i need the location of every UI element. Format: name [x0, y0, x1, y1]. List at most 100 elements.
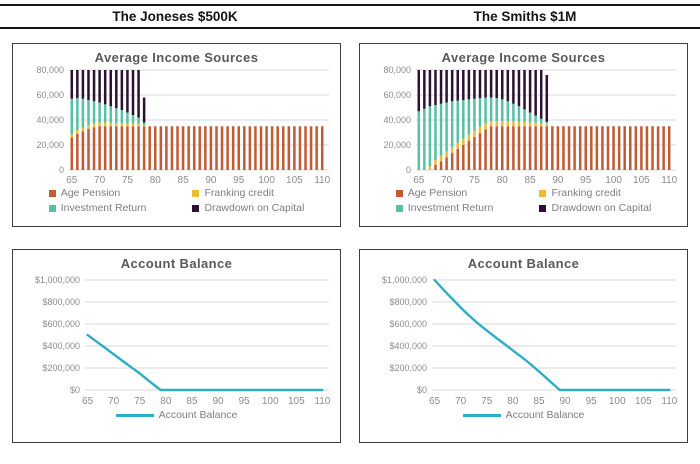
income-legend-smiths: Age Pension Franking credit Investment Ret… [364, 187, 683, 214]
svg-text:$200,000: $200,000 [42, 363, 80, 373]
legend-item-age-pension: Age Pension [48, 187, 147, 199]
investment-return-swatch-icon [395, 204, 403, 212]
legend-item-drawdown-on-capital: Drawdown on Capital [539, 202, 651, 214]
legend-item-franking-credit: Franking credit [539, 187, 651, 199]
svg-text:95: 95 [585, 396, 597, 407]
svg-text:$600,000: $600,000 [389, 319, 427, 329]
svg-text:70: 70 [94, 175, 106, 186]
chart-title-joneses-income: Average Income Sources [94, 50, 259, 65]
legend-label: Investment Return [407, 202, 494, 214]
income-chart-joneses: 0 20,000 40,000 60,000 80,000 65 70 75 80 85 90 95 1… [17, 66, 336, 186]
account-balance-line-icon [115, 413, 154, 417]
svg-text:70: 70 [455, 396, 467, 407]
svg-text:85: 85 [177, 175, 189, 186]
svg-text:40,000: 40,000 [383, 115, 411, 125]
chart-title-smiths-balance: Account Balance [467, 256, 580, 271]
panel-smiths-income: Average Income Sources 0 20,000 40,000 60,0… [359, 43, 688, 227]
svg-text:$200,000: $200,000 [389, 363, 427, 373]
svg-text:60,000: 60,000 [383, 90, 411, 100]
svg-text:75: 75 [134, 396, 146, 407]
smiths-balance-svg: $0 $200,000 $400,000 $600,000 $800,000 $1,000… [381, 275, 677, 407]
balance-legend-smiths: Account Balance [364, 409, 683, 421]
legend-item-drawdown-on-capital: Drawdown on Capital [192, 202, 304, 214]
svg-text:90: 90 [552, 175, 564, 186]
scenario-title-smiths: The Smiths $1M [473, 9, 577, 24]
svg-text:70: 70 [108, 396, 120, 407]
smiths-income-svg: 0 20,000 40,000 60,000 80,000 65 70 75 80 85 90 95 1… [383, 66, 677, 186]
franking-credit-swatch-icon [192, 189, 200, 197]
charts-grid: Average Income Sources 0 20,000 40,000 60,0… [12, 43, 688, 443]
legend-item-account-balance: Account Balance [462, 409, 585, 421]
svg-text:80: 80 [507, 396, 519, 407]
svg-text:95: 95 [580, 175, 592, 186]
svg-text:75: 75 [481, 396, 493, 407]
svg-text:$1,000,000: $1,000,000 [34, 275, 79, 285]
svg-text:65: 65 [82, 396, 94, 407]
svg-text:90: 90 [205, 175, 217, 186]
legend-item-age-pension: Age Pension [395, 187, 494, 199]
balance-chart-joneses: $0 $200,000 $400,000 $600,000 $800,000 $1,000… [17, 272, 336, 408]
svg-text:75: 75 [468, 175, 480, 186]
legend-label: Investment Return [60, 202, 147, 214]
legend-item-investment-return: Investment Return [395, 202, 494, 214]
chart-title-smiths-income: Average Income Sources [441, 50, 606, 65]
legend-label: Account Balance [158, 409, 238, 421]
svg-text:95: 95 [233, 175, 245, 186]
svg-text:65: 65 [66, 175, 78, 186]
chart-title-joneses-balance: Account Balance [120, 256, 233, 271]
age-pension-swatch-icon [395, 189, 403, 197]
svg-text:80: 80 [160, 396, 172, 407]
joneses-balance-svg: $0 $200,000 $400,000 $600,000 $800,000 $1,000… [34, 275, 330, 407]
legend-label: Age Pension [407, 187, 468, 199]
svg-text:105: 105 [287, 396, 304, 407]
balance-chart-smiths: $0 $200,000 $400,000 $600,000 $800,000 $1,000… [364, 272, 683, 408]
comparison-header: The Joneses $500K The Smiths $1M [0, 4, 700, 29]
svg-text:0: 0 [58, 165, 63, 175]
svg-text:0: 0 [405, 165, 410, 175]
svg-text:110: 110 [661, 175, 677, 186]
svg-text:$400,000: $400,000 [389, 341, 427, 351]
panel-joneses-income: Average Income Sources 0 20,000 40,000 60,0… [12, 43, 341, 227]
svg-text:100: 100 [261, 396, 278, 407]
svg-text:65: 65 [429, 396, 441, 407]
svg-text:85: 85 [186, 396, 198, 407]
svg-text:110: 110 [661, 396, 677, 407]
panel-smiths-balance: Account Balance $0 $200,000 $400,000 $600,0… [359, 249, 688, 443]
scenario-title-joneses: The Joneses $500K [112, 9, 238, 24]
legend-label: Age Pension [60, 187, 121, 199]
drawdown-on-capital-swatch-icon [192, 204, 200, 212]
legend-label: Drawdown on Capital [551, 202, 652, 214]
svg-text:70: 70 [441, 175, 453, 186]
svg-text:65: 65 [413, 175, 425, 186]
svg-text:90: 90 [559, 396, 571, 407]
svg-text:60,000: 60,000 [36, 90, 64, 100]
svg-text:40,000: 40,000 [36, 115, 64, 125]
legend-label: Franking credit [204, 187, 274, 199]
svg-text:105: 105 [634, 396, 651, 407]
svg-text:105: 105 [633, 175, 650, 186]
svg-text:110: 110 [314, 175, 330, 186]
svg-text:75: 75 [121, 175, 133, 186]
svg-text:80,000: 80,000 [36, 66, 64, 75]
svg-text:$600,000: $600,000 [42, 319, 80, 329]
svg-text:85: 85 [533, 396, 545, 407]
legend-label: Drawdown on Capital [204, 202, 305, 214]
legend-item-franking-credit: Franking credit [192, 187, 304, 199]
svg-text:$0: $0 [69, 385, 79, 395]
svg-text:85: 85 [524, 175, 536, 186]
svg-text:20,000: 20,000 [383, 140, 411, 150]
legend-label: Account Balance [505, 409, 585, 421]
income-legend-joneses: Age Pension Franking credit Investment Ret… [17, 187, 336, 214]
svg-text:80: 80 [496, 175, 508, 186]
age-pension-swatch-icon [48, 189, 56, 197]
legend-item-account-balance: Account Balance [115, 409, 238, 421]
svg-text:100: 100 [608, 396, 625, 407]
svg-text:$400,000: $400,000 [42, 341, 80, 351]
legend-label: Franking credit [551, 187, 621, 199]
svg-text:80,000: 80,000 [383, 66, 411, 75]
svg-text:90: 90 [212, 396, 224, 407]
svg-text:$1,000,000: $1,000,000 [381, 275, 426, 285]
franking-credit-swatch-icon [539, 189, 547, 197]
svg-text:$0: $0 [416, 385, 426, 395]
panel-joneses-balance: Account Balance $0 $200,000 $400,000 $600,0… [12, 249, 341, 443]
